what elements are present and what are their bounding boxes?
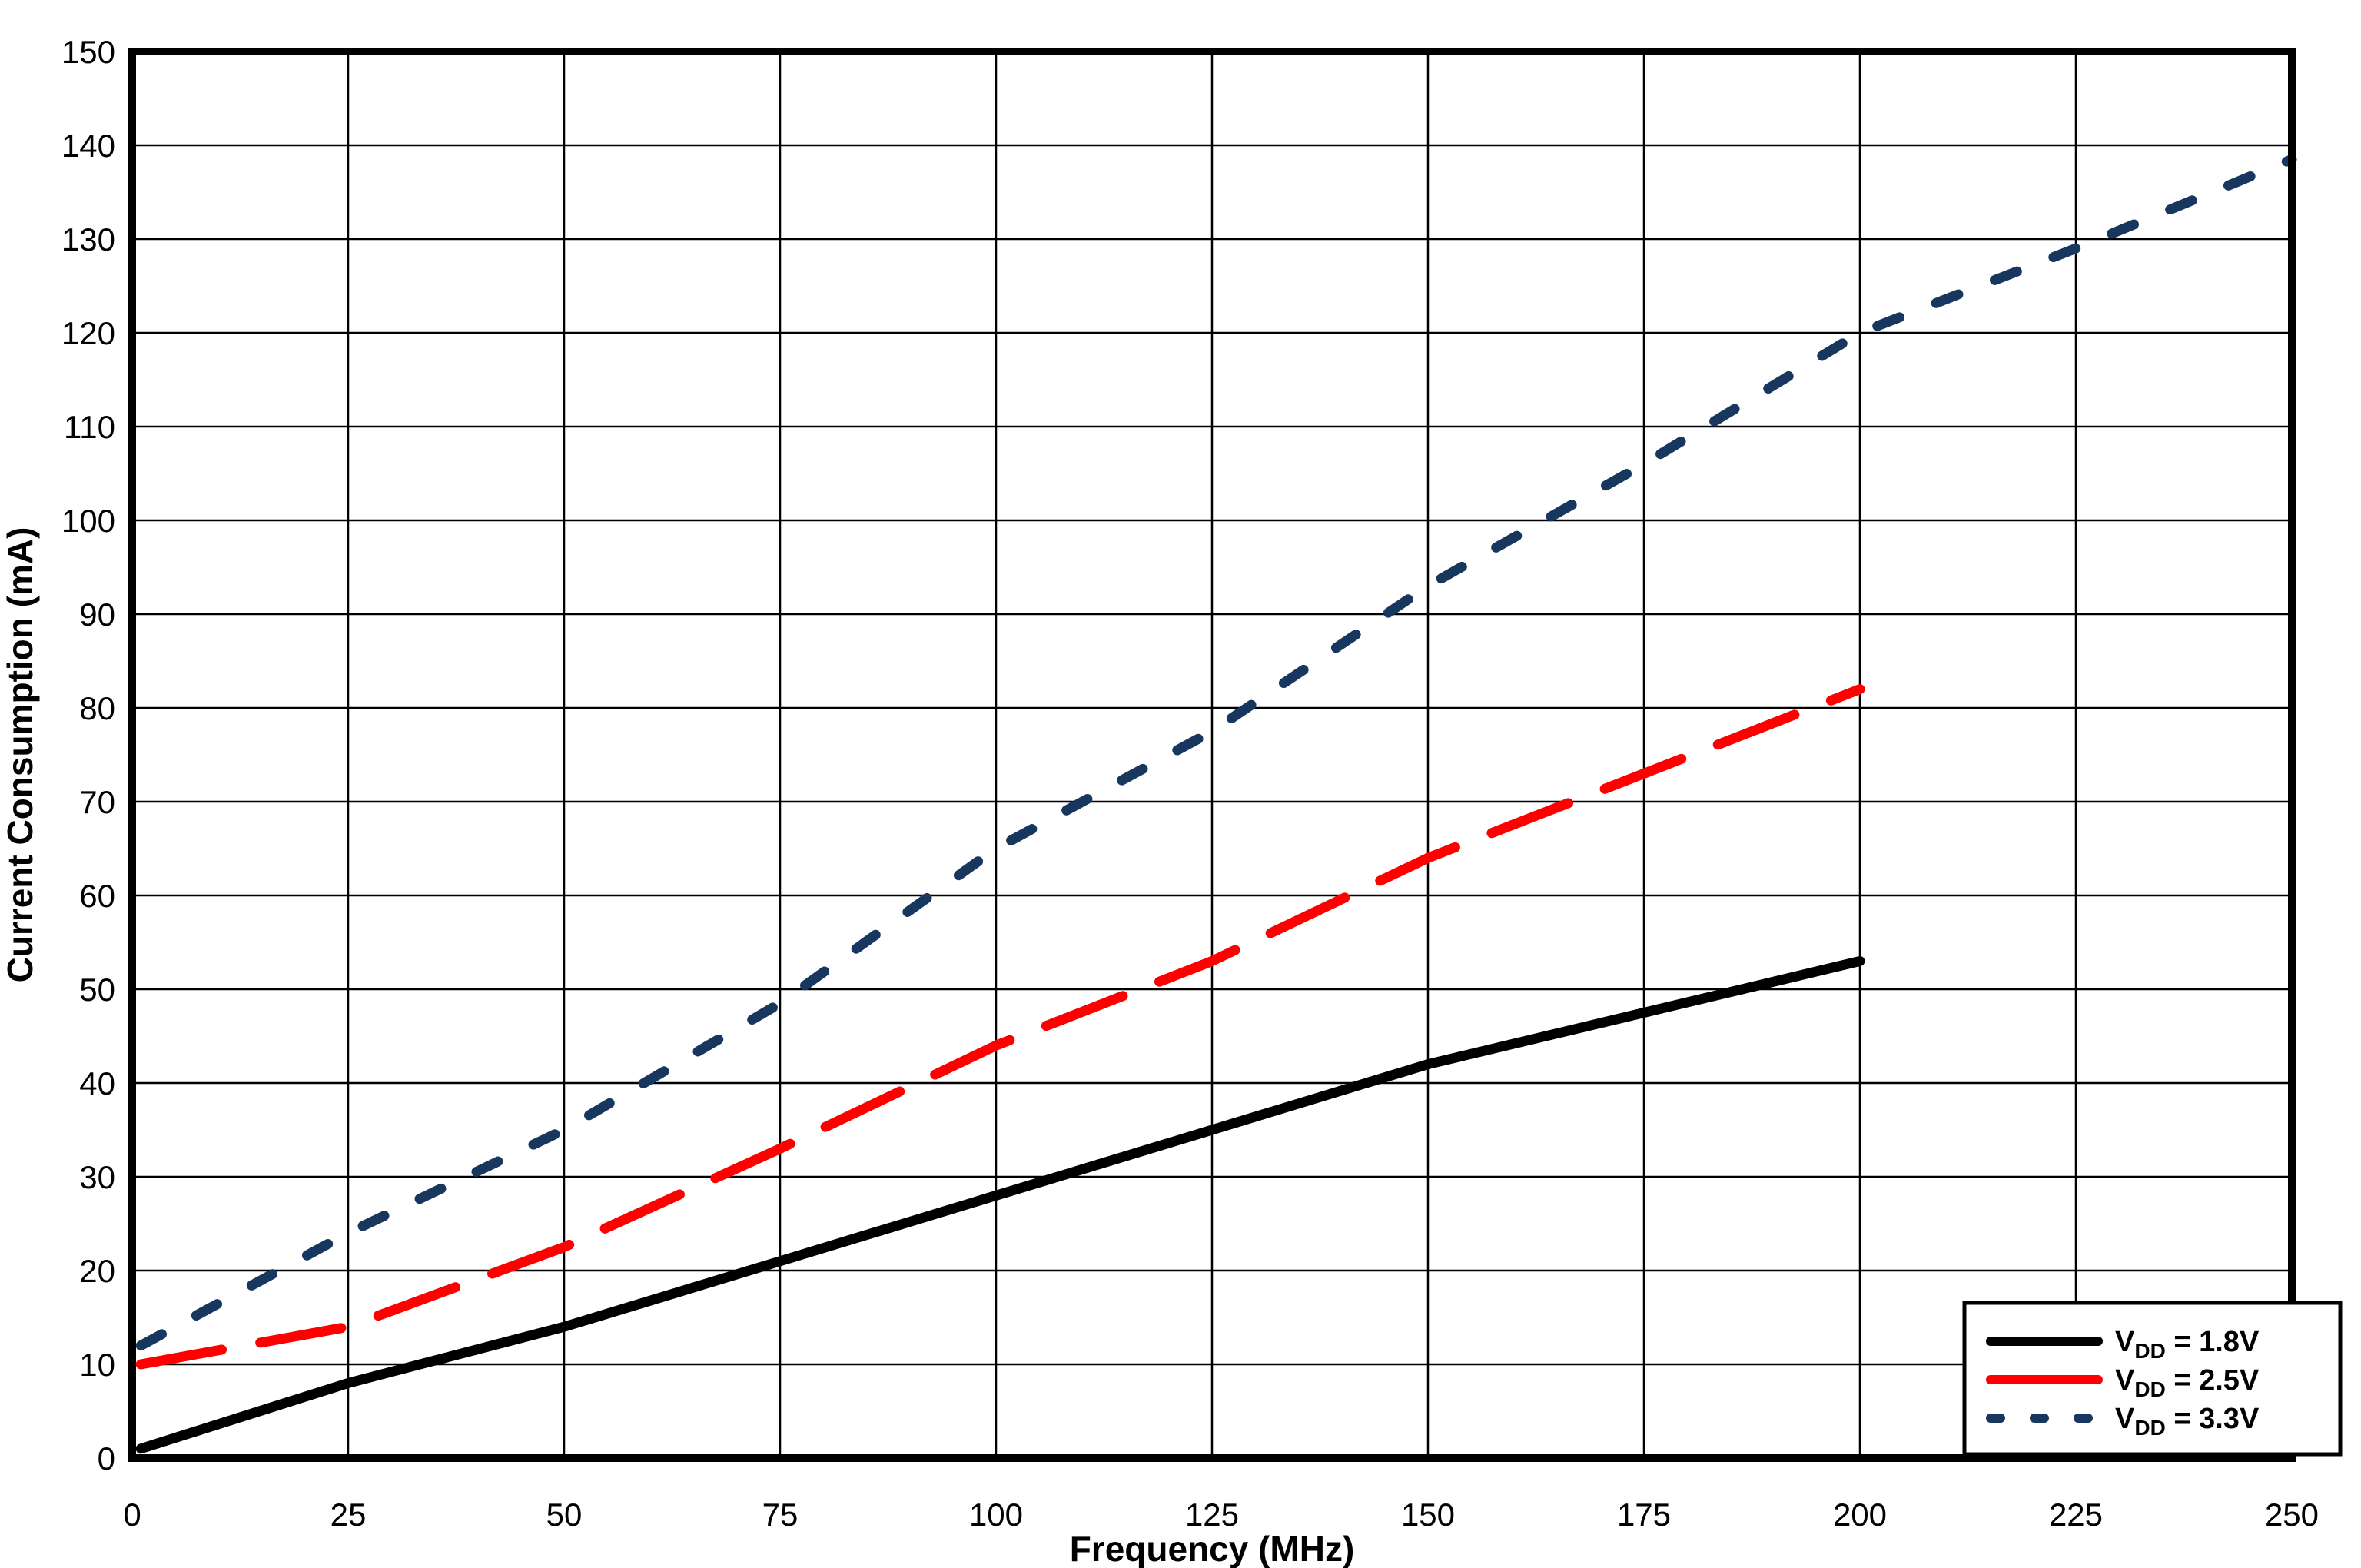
- y-tick-label: 20: [79, 1253, 115, 1289]
- y-tick-label: 130: [61, 221, 115, 257]
- legend-label-rest: = 1.8V: [2166, 1326, 2260, 1358]
- y-axis-title: Current Consumption (mA): [0, 527, 40, 983]
- y-tick-label: 90: [79, 596, 115, 633]
- y-tick-label: 60: [79, 878, 115, 914]
- x-tick-label: 75: [762, 1497, 799, 1533]
- series-line-vdd-2.5v: [135, 684, 1865, 1370]
- series-line-vdd-3.3v: [135, 154, 2297, 1351]
- gridlines: [131, 50, 2293, 1460]
- y-tick-label: 30: [79, 1159, 115, 1195]
- y-tick-labels: 0 10 20 30 40 50 60 70 80 90 100 110 120 130 140 150: [61, 34, 115, 1477]
- legend-label: VDD = 1.8V: [2115, 1326, 2260, 1363]
- legend-label-main: V: [2115, 1326, 2135, 1358]
- x-tick-label: 100: [969, 1497, 1023, 1533]
- x-tick-label: 125: [1185, 1497, 1239, 1533]
- legend-label-main: V: [2115, 1403, 2135, 1435]
- y-tick-label: 100: [61, 503, 115, 539]
- legend-label-rest: = 2.5V: [2166, 1364, 2260, 1397]
- legend-label: VDD = 3.3V: [2115, 1403, 2260, 1440]
- y-tick-label: 150: [61, 34, 115, 70]
- plot-frame: [128, 48, 2296, 1462]
- series-lines: [135, 154, 2297, 1454]
- x-tick-label: 225: [2049, 1497, 2103, 1533]
- legend-label-sub: DD: [2134, 1377, 2165, 1401]
- x-tick-label: 25: [330, 1497, 367, 1533]
- x-tick-label: 150: [1401, 1497, 1455, 1533]
- x-axis-title: Frequency (MHz): [1070, 1529, 1355, 1568]
- y-tick-label: 10: [79, 1347, 115, 1383]
- y-tick-label: 80: [79, 690, 115, 726]
- legend-label-sub: DD: [2134, 1416, 2165, 1440]
- x-tick-label: 175: [1617, 1497, 1671, 1533]
- legend-label-main: V: [2115, 1364, 2135, 1397]
- y-tick-label: 140: [61, 128, 115, 164]
- x-tick-label: 50: [546, 1497, 583, 1533]
- x-tick-label: 200: [1833, 1497, 1887, 1533]
- y-tick-label: 50: [79, 972, 115, 1008]
- y-tick-label: 0: [98, 1440, 115, 1477]
- y-tick-label: 40: [79, 1065, 115, 1101]
- legend-label-rest: = 3.3V: [2166, 1403, 2260, 1435]
- legend-label: VDD = 2.5V: [2115, 1364, 2260, 1401]
- x-tick-labels: 0 25 50 75 100 125 150 175 200 225 250: [123, 1497, 2319, 1533]
- x-tick-label: 250: [2265, 1497, 2319, 1533]
- x-tick-label: 0: [123, 1497, 141, 1533]
- series-line-vdd-1.8v: [135, 955, 1865, 1454]
- y-tick-label: 70: [79, 784, 115, 820]
- y-tick-label: 120: [61, 315, 115, 351]
- y-tick-label: 110: [64, 409, 115, 445]
- legend-label-sub: DD: [2134, 1339, 2165, 1363]
